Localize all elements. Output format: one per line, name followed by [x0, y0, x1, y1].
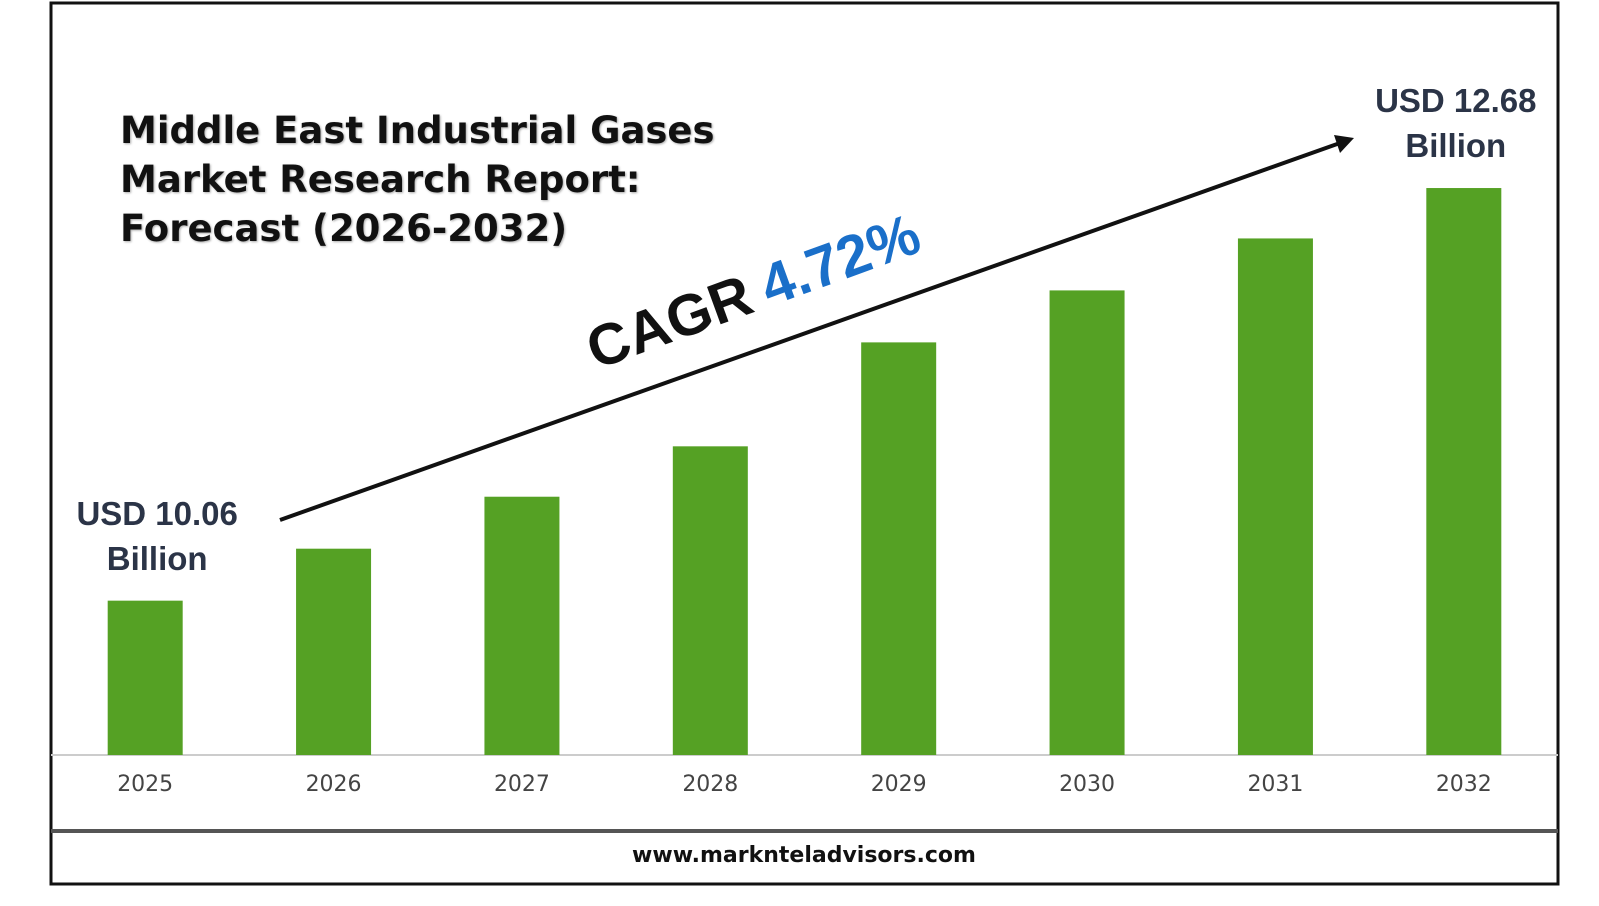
value-label: USD 10.06 Billion: [76, 494, 238, 577]
x-tick-label: 2031: [1247, 772, 1303, 797]
bar: [296, 548, 372, 755]
x-tick-label: 2029: [871, 772, 927, 797]
x-tick-label: 2027: [494, 772, 550, 797]
bar: [861, 342, 937, 755]
x-tick-label: 2032: [1436, 772, 1492, 797]
frame: [49, 1, 1560, 886]
bar: [1049, 290, 1125, 755]
cagr-label: CAGR: [578, 262, 761, 381]
bar: [484, 496, 560, 755]
bar: [107, 600, 183, 755]
x-tick-label: 2025: [117, 772, 173, 797]
cagr-value: 4.72%: [752, 201, 929, 318]
bar: [1237, 238, 1313, 755]
chart-title: Middle East Industrial Gases Market Rese…: [120, 109, 715, 250]
arrow-head: [1334, 135, 1354, 153]
x-tick-label: 2026: [306, 772, 362, 797]
bar: [1426, 188, 1502, 755]
footer: www.marknteladvisors.com: [632, 843, 976, 868]
trend-arrow: [279, 141, 1341, 522]
x-tick-label: 2030: [1059, 772, 1115, 797]
bar: [672, 446, 748, 755]
x-tick-label: 2028: [682, 772, 738, 797]
value-label: USD 12.68 Billion: [1375, 82, 1537, 165]
